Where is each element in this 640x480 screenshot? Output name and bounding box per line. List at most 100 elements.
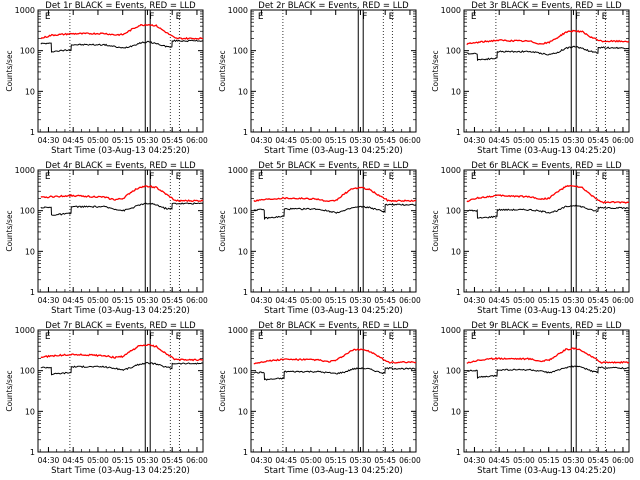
attenuator-marker-label: E [602, 12, 608, 22]
panel-title: Det 8r BLACK = Events, RED = LLD [258, 321, 409, 331]
attenuator-marker-label: E [176, 332, 182, 342]
attenuator-marker-label: F [362, 172, 367, 182]
x-tick-label: 04:45 [275, 456, 297, 465]
y-tick-label: 10 [451, 247, 461, 256]
panel-title: Det 3r BLACK = Events, RED = LLD [471, 1, 622, 11]
x-tick-label: 05:30 [563, 456, 585, 465]
y-tick-label: 100 [20, 367, 35, 376]
y-tick-label: 10 [238, 407, 248, 416]
x-tick-label: 06:00 [399, 136, 421, 145]
x-tick-label: 04:45 [488, 296, 510, 305]
x-tick-label: 05:00 [300, 296, 322, 305]
y-axis-label: Counts/sec [5, 370, 14, 411]
attenuator-marker-label: F [575, 12, 580, 22]
y-tick-label: 10 [25, 87, 35, 96]
x-tick-label: 05:15 [325, 136, 347, 145]
y-tick-label: 1000 [441, 6, 461, 15]
y-tick-label: 1 [456, 288, 461, 297]
x-tick-label: 05:45 [161, 456, 183, 465]
series-line-lld [466, 29, 630, 46]
y-tick-label: 1000 [441, 166, 461, 175]
y-tick-label: 100 [233, 47, 248, 56]
x-tick-label: 05:00 [87, 136, 109, 145]
y-tick-label: 1 [30, 128, 35, 137]
y-tick-label: 1 [243, 448, 248, 457]
x-tick-label: 04:30 [251, 456, 273, 465]
y-axis-label: Counts/sec [431, 50, 440, 91]
y-tick-label: 100 [446, 47, 461, 56]
series-line-events [466, 45, 630, 62]
attenuator-marker-label: E [258, 172, 264, 182]
attenuator-marker-label: F [575, 172, 580, 182]
x-tick-label: 04:30 [38, 296, 60, 305]
panel-title: Det 6r BLACK = Events, RED = LLD [471, 161, 622, 171]
plot-frame [463, 9, 630, 133]
plot-frame [250, 9, 417, 133]
series-line-lld [40, 343, 204, 362]
x-tick-label: 05:30 [563, 136, 585, 145]
x-axis-label: Start Time (03-Aug-13 04:25:20) [264, 146, 403, 156]
x-tick-label: 05:30 [350, 456, 372, 465]
x-tick-label: 06:00 [399, 296, 421, 305]
y-tick-label: 10 [451, 407, 461, 416]
x-tick-label: 05:15 [112, 296, 134, 305]
x-axis-label: Start Time (03-Aug-13 04:25:20) [477, 146, 616, 156]
x-tick-label: 04:30 [38, 136, 60, 145]
attenuator-marker-label: F [149, 172, 154, 182]
y-tick-label: 1 [456, 128, 461, 137]
x-tick-label: 04:45 [62, 456, 84, 465]
x-tick-label: 04:45 [488, 456, 510, 465]
x-axis-label: Start Time (03-Aug-13 04:25:20) [264, 306, 403, 316]
y-axis-label: Counts/sec [5, 210, 14, 251]
y-tick-label: 1000 [15, 326, 35, 335]
y-tick-label: 10 [451, 87, 461, 96]
x-tick-label: 05:00 [87, 296, 109, 305]
y-tick-label: 1 [243, 288, 248, 297]
plot-frame [37, 9, 204, 133]
x-tick-label: 04:45 [275, 296, 297, 305]
attenuator-marker-label: E [471, 12, 477, 22]
x-tick-label: 05:30 [137, 456, 159, 465]
y-tick-label: 1000 [15, 166, 35, 175]
x-axis-label: Start Time (03-Aug-13 04:25:20) [51, 146, 190, 156]
y-tick-label: 1 [30, 288, 35, 297]
attenuator-marker-label: E [389, 172, 395, 182]
y-axis-label: Counts/sec [431, 370, 440, 411]
x-tick-label: 05:30 [563, 296, 585, 305]
y-tick-label: 100 [20, 207, 35, 216]
x-tick-label: 06:00 [399, 456, 421, 465]
series-line-events [253, 203, 417, 221]
y-tick-label: 1000 [15, 6, 35, 15]
x-tick-label: 05:00 [513, 456, 535, 465]
x-tick-label: 06:00 [186, 456, 208, 465]
x-tick-label: 05:00 [87, 456, 109, 465]
x-tick-label: 05:30 [350, 296, 372, 305]
x-tick-label: 05:00 [300, 136, 322, 145]
attenuator-marker-label: F [149, 332, 154, 342]
x-tick-label: 06:00 [612, 296, 634, 305]
panel-title: Det 9r BLACK = Events, RED = LLD [471, 321, 622, 331]
y-tick-label: 1000 [228, 326, 248, 335]
x-tick-label: 05:15 [325, 456, 347, 465]
x-tick-label: 05:45 [374, 456, 396, 465]
x-tick-label: 05:15 [112, 136, 134, 145]
x-tick-label: 04:30 [464, 136, 486, 145]
y-tick-label: 1 [456, 448, 461, 457]
y-tick-label: 100 [446, 367, 461, 376]
y-tick-label: 100 [20, 47, 35, 56]
x-tick-label: 04:45 [62, 296, 84, 305]
attenuator-marker-label: F [362, 332, 367, 342]
x-tick-label: 04:30 [251, 136, 273, 145]
attenuator-marker-label: E [176, 12, 182, 22]
series-line-lld [40, 24, 204, 40]
attenuator-marker-label: F [149, 12, 154, 22]
y-tick-label: 1 [30, 448, 35, 457]
plot-frame [463, 169, 630, 293]
attenuator-marker-label: E [389, 12, 395, 22]
x-axis-label: Start Time (03-Aug-13 04:25:20) [51, 466, 190, 476]
